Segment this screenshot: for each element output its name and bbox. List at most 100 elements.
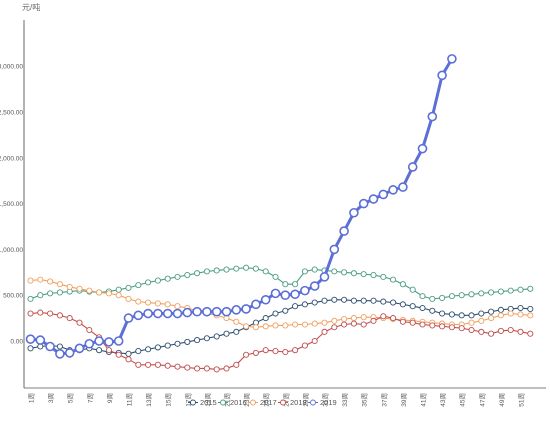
series-2015 (27, 296, 534, 357)
data-point-2017 (135, 298, 142, 305)
data-point-2015 (311, 299, 318, 306)
data-point-2017 (125, 295, 132, 302)
legend: 2015 2016 2017 2018 2019 (188, 398, 337, 407)
data-point-2018 (66, 315, 73, 322)
data-point-2018 (86, 326, 93, 334)
x-tick-labels: 1周 3周 5周 7周 9周 11周 13周 15周 17周 19周 21周 23周 25周 27周 29周… (28, 393, 526, 407)
data-point-2015 (135, 348, 142, 355)
data-point-2018 (390, 315, 397, 322)
data-point-2019 (74, 343, 85, 354)
data-point-2016 (56, 289, 63, 296)
data-point-2018 (507, 326, 514, 334)
legend-label: 2017 (260, 398, 277, 407)
data-point-2017 (27, 277, 34, 284)
data-point-2017 (96, 289, 103, 296)
legend-item-2015: 2015 (188, 398, 217, 407)
data-point-2019 (358, 198, 369, 209)
legend-label: 2019 (320, 398, 337, 407)
data-point-2015 (458, 312, 465, 319)
series-2016 (27, 264, 534, 302)
data-point-2018 (37, 309, 44, 316)
data-point-2019 (221, 306, 232, 317)
data-point-2015 (419, 304, 426, 312)
data-point-2018 (223, 365, 230, 372)
x-tick-label: 47周 (478, 393, 486, 407)
data-point-2016 (145, 279, 152, 286)
x-tick-label: 45周 (459, 393, 467, 407)
data-point-2017 (350, 315, 357, 322)
data-point-2015 (125, 350, 132, 357)
data-point-2019 (192, 306, 202, 317)
data-point-2016 (262, 268, 269, 275)
data-point-2019 (251, 299, 261, 310)
data-point-2016 (527, 285, 534, 292)
data-point-2015 (517, 304, 524, 312)
legend-item-2017: 2017 (248, 398, 277, 407)
data-point-2016 (272, 273, 279, 280)
data-point-2016 (115, 286, 122, 293)
data-point-2015 (468, 312, 475, 319)
data-point-2019 (388, 185, 398, 195)
data-point-2016 (478, 290, 485, 297)
x-tick-label: 49周 (498, 393, 506, 407)
data-point-2015 (341, 296, 348, 303)
x-tick-label: 29周 (302, 393, 310, 407)
x-tick-label: 21周 (224, 393, 232, 407)
data-point-2015 (233, 328, 240, 335)
data-point-2018 (478, 328, 485, 335)
data-point-2017 (174, 303, 181, 310)
legend-item-2019: 2019 (308, 398, 337, 407)
data-point-2017 (507, 310, 514, 317)
data-point-2018 (115, 351, 122, 358)
legend-swatch-marker (190, 399, 196, 406)
x-tick-label: 13周 (145, 393, 153, 407)
data-point-2016 (409, 286, 416, 293)
data-point-2018 (497, 327, 504, 334)
data-point-2016 (282, 281, 289, 288)
x-tick-label: 19周 (204, 393, 212, 407)
data-point-2019 (162, 308, 173, 319)
data-point-2016 (370, 271, 377, 279)
data-point-2018 (262, 347, 269, 354)
data-point-2016 (233, 265, 240, 272)
series-layer (25, 54, 534, 373)
legend-label: 2016 (230, 398, 247, 407)
data-point-2018 (399, 318, 406, 325)
y-tick-label: 1,000.00 (0, 247, 23, 254)
data-point-2015 (154, 344, 161, 351)
data-point-2016 (243, 264, 250, 271)
data-point-2016 (184, 271, 191, 279)
data-point-2015 (321, 297, 328, 304)
data-point-2018 (321, 328, 328, 335)
data-point-2019 (447, 54, 457, 64)
data-point-2019 (45, 341, 55, 352)
data-point-2016 (390, 276, 397, 283)
data-point-2019 (319, 272, 330, 282)
data-point-2015 (331, 296, 338, 303)
data-point-2019 (309, 281, 320, 291)
x-tick-label: 7周 (86, 393, 94, 403)
series-line-2019 (30, 58, 454, 356)
data-point-2015 (272, 310, 279, 317)
legend-swatch-marker (220, 399, 226, 406)
data-point-2019 (55, 349, 65, 359)
y-tick-label: 3,000.00 (0, 64, 23, 71)
data-point-2016 (419, 293, 426, 300)
data-point-2018 (47, 310, 54, 317)
data-point-2015 (478, 310, 485, 317)
data-point-2015 (194, 337, 201, 344)
data-point-2018 (213, 366, 220, 373)
data-point-2017 (115, 292, 122, 299)
data-point-2019 (25, 334, 36, 344)
y-tick-label: 2,500.00 (0, 110, 23, 117)
y-tick-label: 1,500.00 (0, 201, 23, 208)
data-point-2017 (468, 319, 475, 326)
data-point-2015 (527, 305, 534, 312)
data-point-2015 (350, 297, 357, 304)
data-point-2018 (409, 319, 416, 326)
data-point-2017 (56, 281, 63, 288)
data-point-2016 (439, 294, 446, 301)
data-point-2017 (527, 312, 534, 319)
data-point-2016 (507, 287, 514, 294)
x-tick-label: 51周 (518, 393, 526, 407)
